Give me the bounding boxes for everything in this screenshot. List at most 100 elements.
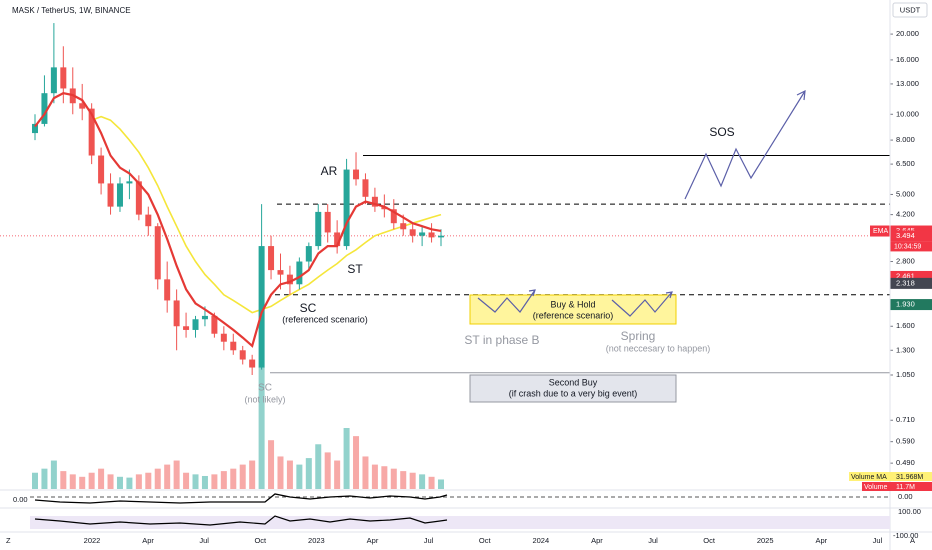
x-tick-label: Oct (479, 536, 492, 545)
candle-body (296, 261, 303, 285)
annotation: (not likely) (244, 394, 285, 404)
corner-label[interactable]: Z (6, 536, 11, 545)
volume-bar (220, 471, 227, 489)
x-tick-label: Oct (254, 536, 267, 545)
x-tick-label: 2024 (532, 536, 549, 545)
price-badge (890, 299, 932, 311)
y-tick-label: 6.500 (896, 159, 915, 168)
projection (684, 90, 806, 200)
annotation: SC (258, 383, 272, 394)
candle-body (135, 181, 142, 215)
candle-body (98, 155, 105, 184)
x-tick-label: Apr (815, 536, 827, 545)
volume-bar (173, 460, 180, 489)
candle-body (258, 246, 265, 368)
arrow-head (528, 289, 536, 297)
y-tick-label: 1.600 (896, 321, 915, 330)
volume-bar (353, 436, 360, 489)
volume-bar (135, 474, 142, 489)
y-tick-label: 0.490 (896, 458, 915, 467)
volume-bar (362, 456, 369, 489)
x-tick-label: 2023 (308, 536, 325, 545)
volume-badge (890, 482, 932, 491)
arrow-head (665, 291, 673, 299)
volume-bar (107, 474, 114, 489)
y-tick-label: 10.000 (896, 109, 919, 118)
volume-bar (69, 474, 76, 489)
volume-bar (211, 474, 218, 489)
plot: 20.000 16.000 13.000 10.000 8.000 6.500 5.000 4… (0, 23, 932, 545)
volume-bar (296, 464, 303, 489)
candle-body (107, 183, 114, 207)
candle-body (277, 270, 284, 275)
unit-button[interactable] (892, 2, 928, 18)
volume-badge (862, 482, 890, 491)
annotation: ST in phase B (464, 333, 539, 347)
volume-bar (239, 464, 246, 489)
volume-bar (371, 464, 378, 489)
candle-body (305, 246, 312, 262)
candle-body (239, 350, 246, 360)
x-tick-label: Jul (873, 536, 883, 545)
candle-body (268, 246, 275, 271)
y-tick-label: 0.590 (896, 437, 915, 446)
volume-bar (98, 468, 105, 489)
annotation: ST (347, 262, 363, 276)
pane-label: -100.00 (893, 531, 918, 540)
x-tick-label: Apr (367, 536, 379, 545)
volume-bar (249, 460, 256, 489)
candle-body (371, 196, 378, 207)
corner-label[interactable]: A (910, 536, 915, 545)
ema-badge-label: EMA (873, 228, 889, 235)
x-tick-label: Jul (199, 536, 209, 545)
y-tick-label: 2.800 (896, 257, 915, 266)
candle-body (334, 232, 341, 247)
x-tick-label: Apr (142, 536, 154, 545)
x-tick-label: Oct (703, 536, 716, 545)
volume-bar (126, 477, 133, 489)
chart-title: MASK / TetherUS, 1W, BINANCE (12, 6, 131, 15)
candle-body (32, 123, 38, 134)
price-badge-label: 2.318 (896, 278, 915, 287)
unit-label[interactable]: USDT (900, 5, 921, 14)
y-tick-label: 8.000 (896, 135, 915, 144)
volume-bar (409, 472, 416, 489)
volume-ma-badge (890, 472, 932, 481)
annotation: SC (300, 301, 317, 315)
volume-bar (315, 444, 322, 489)
volume-ma-value: 31.968M (896, 474, 923, 481)
pane-label: 0.00 (13, 495, 28, 504)
y-tick-label: 0.710 (896, 415, 915, 424)
volume-bar (381, 466, 388, 489)
volume-bar (88, 472, 95, 489)
x-tick-label: Jul (648, 536, 658, 545)
volume-value: 11.7M (896, 484, 915, 491)
volume-bar (201, 475, 208, 489)
volume-ma-label: Volume MA (851, 474, 887, 481)
x-tick-label: 2022 (84, 536, 101, 545)
x-tick-label: 2025 (757, 536, 774, 545)
candle-body (201, 315, 208, 320)
volume-bar (268, 440, 275, 489)
price-badge-label: 1.930 (896, 300, 915, 309)
candle-body (381, 206, 388, 210)
projection (477, 289, 536, 313)
price-badge (890, 277, 932, 289)
annotation: Buy & Hold (550, 299, 595, 309)
candle-body (419, 232, 426, 236)
candle-body (362, 179, 369, 197)
pane-label: 0.00 (898, 492, 913, 501)
y-tick-label: 5.000 (896, 189, 915, 198)
volume-bar (438, 479, 444, 489)
volume-bar (154, 468, 161, 489)
volume-bar (277, 456, 284, 489)
y-tick-label: 13.000 (896, 79, 919, 88)
price-badge-label: 2.461 (896, 271, 915, 280)
volume-bar (324, 452, 331, 489)
oscillator-line (34, 515, 448, 526)
x-tick-label: Apr (591, 536, 603, 545)
annotation: AR (321, 164, 338, 178)
volume-bar (183, 472, 190, 489)
ma-line (91, 115, 442, 314)
